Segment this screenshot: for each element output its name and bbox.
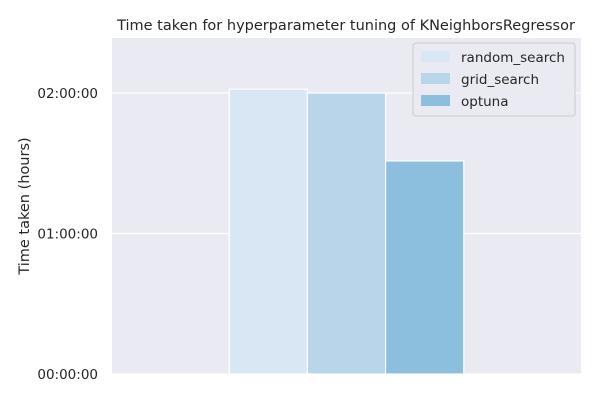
y-axis-label: Time taken (hours) xyxy=(17,137,33,275)
bar-grid-search xyxy=(306,92,387,375)
legend-swatch-random-search xyxy=(421,51,450,62)
legend-swatch-optuna xyxy=(421,95,450,106)
y-tick-label: 00:00:00 xyxy=(37,367,98,383)
y-axis: 00:00:00 01:00:00 02:00:00 xyxy=(37,86,98,383)
legend-label-optuna: optuna xyxy=(461,94,509,110)
legend-swatch-grid-search xyxy=(421,73,450,84)
chart-title: Time taken for hyperparameter tuning of … xyxy=(116,18,575,34)
legend-frame xyxy=(412,42,576,117)
bar-optuna xyxy=(384,160,465,375)
chart-bars xyxy=(228,88,465,375)
legend-label-grid-search: grid_search xyxy=(461,72,539,88)
y-tick-label: 01:00:00 xyxy=(37,227,98,243)
legend-label-random-search: random_search xyxy=(461,50,565,66)
y-tick-label: 02:00:00 xyxy=(37,86,98,102)
bar-random-search xyxy=(228,88,309,375)
